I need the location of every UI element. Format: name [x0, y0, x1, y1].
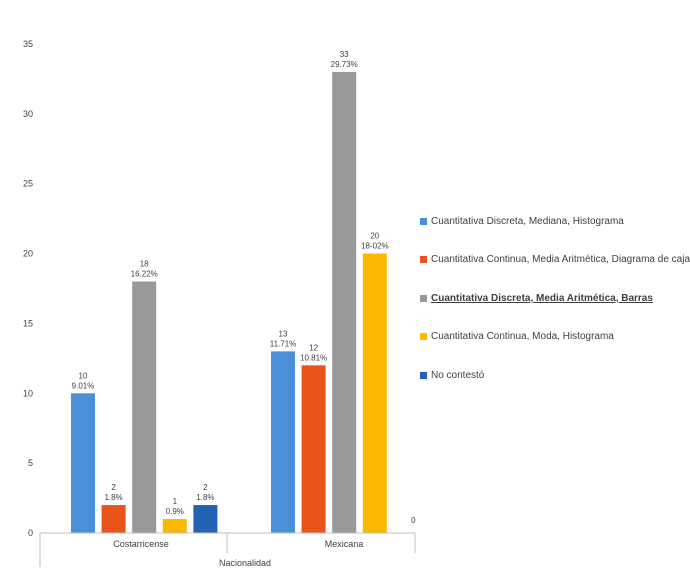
- legend-swatch: [420, 256, 427, 264]
- y-tick-label: 10: [23, 388, 33, 398]
- data-label-value: 20: [370, 232, 379, 241]
- bar: [301, 365, 326, 533]
- y-tick-label: 25: [23, 179, 33, 189]
- bar: [71, 393, 95, 533]
- data-label-percent: 29.73%: [331, 60, 358, 69]
- data-label-value: 12: [309, 343, 318, 352]
- category-label: Mexicana: [325, 539, 364, 549]
- data-label-value: 13: [279, 329, 288, 338]
- legend-item: Cuantitativa Continua, Moda, Histograma: [420, 318, 688, 357]
- bar: [101, 505, 126, 533]
- category-label: Costarricense: [113, 539, 169, 549]
- legend-label: Cuantitativa Discreta, Mediana, Histogra…: [431, 215, 624, 227]
- bar: [332, 71, 357, 533]
- data-label-percent: 10.81%: [300, 353, 327, 362]
- legend-label: Cuantitativa Continua, Moda, Histograma: [431, 331, 614, 343]
- legend-label: No contestó: [431, 369, 485, 381]
- y-tick-label: 5: [28, 458, 33, 468]
- data-label-value: 18: [140, 260, 149, 269]
- x-axis-title: Nacionalidad: [219, 558, 271, 568]
- y-axis: 0 5 10 15 20 25 30 35: [23, 39, 33, 538]
- bar: [132, 281, 157, 533]
- legend-item: Cuantitativa Continua, Media Aritmética,…: [420, 241, 690, 280]
- legend-label: Cuantitativa Continua, Media Aritmética,…: [431, 254, 690, 266]
- data-label-value: 33: [340, 50, 349, 59]
- data-label-value: 2: [111, 483, 116, 492]
- bar: [193, 505, 218, 533]
- bar: [362, 253, 387, 534]
- y-tick-label: 20: [23, 249, 33, 259]
- data-label-percent: 18-02%: [361, 242, 389, 251]
- data-label-percent: 11.71%: [270, 339, 297, 348]
- legend-swatch: [420, 371, 427, 379]
- y-tick-label: 30: [23, 109, 33, 119]
- legend-item: Cuantitativa Discreta, Mediana, Histogra…: [420, 202, 688, 241]
- y-tick-label: 0: [28, 528, 33, 538]
- bar: [162, 519, 187, 533]
- data-label-percent: 0.9%: [166, 507, 184, 516]
- y-tick-label: 35: [23, 39, 33, 49]
- legend-swatch: [420, 333, 427, 341]
- data-label-value: 1: [173, 497, 178, 506]
- legend-swatch: [420, 217, 427, 225]
- legend: Cuantitativa Discreta, Mediana, Histogra…: [420, 202, 690, 395]
- legend-swatch: [420, 294, 427, 302]
- x-axis: Nacionalidad Costarricense Mexicana: [39, 532, 416, 568]
- data-label-percent: 1.8%: [196, 493, 214, 502]
- legend-item: No contestó: [420, 356, 688, 395]
- data-label-value: 2: [203, 483, 208, 492]
- data-label-percent: 16.22%: [131, 270, 158, 279]
- legend-label: Cuantitativa Discreta, Media Aritmética,…: [431, 292, 653, 304]
- data-label-value: 10: [79, 371, 88, 380]
- data-label-percent: 1.8%: [104, 493, 122, 502]
- y-tick-label: 15: [23, 318, 33, 328]
- data-label-percent: 9.01%: [72, 381, 95, 390]
- legend-item: Cuantitativa Discreta, Media Aritmética,…: [420, 279, 688, 318]
- bar: [271, 351, 295, 533]
- data-label-value: 0: [411, 516, 416, 525]
- bars: 109.01%1311.71%21.8%1210.81%1816.22%3329…: [71, 50, 416, 534]
